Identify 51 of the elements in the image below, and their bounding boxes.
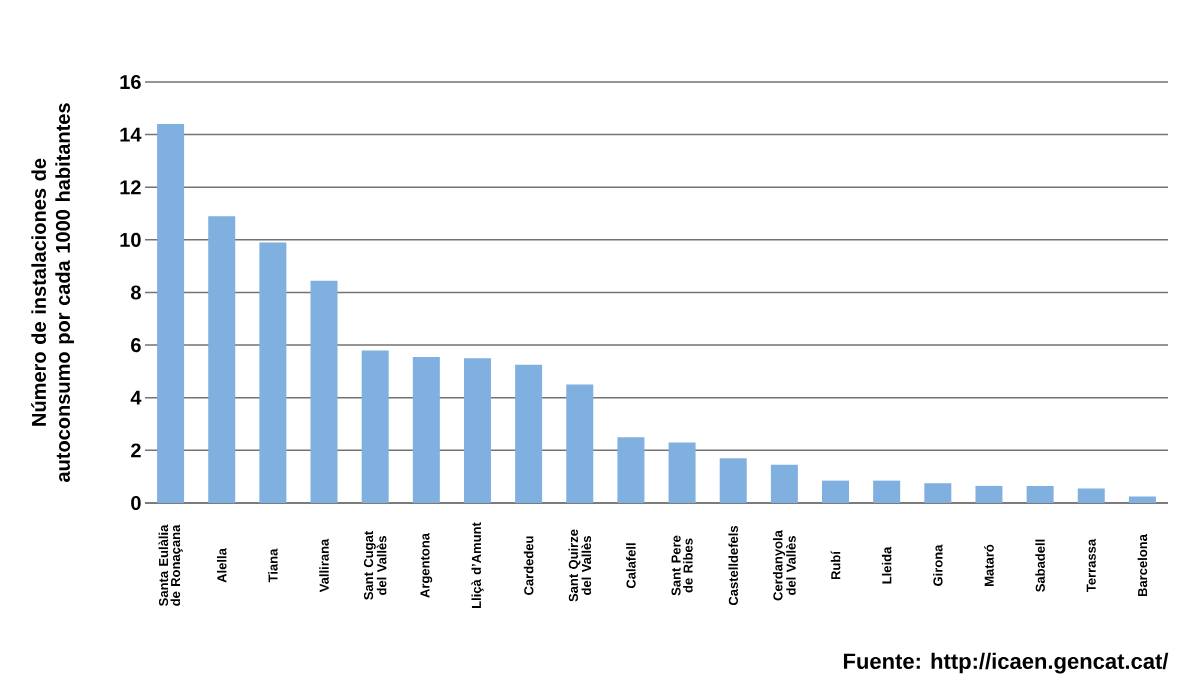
- x-tick-label: Vallirana: [319, 538, 329, 593]
- bar: [924, 483, 952, 503]
- bar: [412, 356, 440, 503]
- x-tick-label: Lleida: [881, 546, 892, 584]
- y-tick-label: 0: [131, 495, 141, 511]
- bar: [1026, 485, 1054, 503]
- bar: [975, 485, 1003, 503]
- y-tick-label: 2: [131, 443, 141, 458]
- bar: [566, 384, 594, 503]
- y-tick-label: 4: [130, 390, 142, 405]
- x-tick-label: Sant Cugat del Vallès: [363, 531, 387, 600]
- bar: [157, 124, 185, 503]
- x-tick-label: Calafell: [626, 543, 636, 589]
- x-tick-label: Sabadell: [1035, 539, 1045, 592]
- y-tick-label: 12: [120, 180, 141, 195]
- x-tick-label: Sant Quirze del Vallès: [568, 529, 592, 602]
- bar: [361, 350, 389, 503]
- bar: [310, 280, 338, 503]
- bar: [259, 242, 287, 503]
- x-tick-label: Sant Pere de Ribes: [671, 535, 693, 596]
- x-tick-label: Argentona: [420, 532, 433, 598]
- x-tick-label: Tiana: [268, 548, 278, 583]
- x-tick-label: Cardedeu: [523, 536, 534, 595]
- x-tick-label: Cerdanyola del Vallès: [772, 530, 796, 601]
- y-tick-label: 14: [120, 127, 142, 142]
- y-tick-label: 8: [130, 285, 141, 300]
- x-tick-label: Alella: [216, 548, 227, 583]
- bar: [822, 480, 850, 503]
- x-tick-label: Mataró: [984, 544, 994, 586]
- bar: [208, 216, 236, 503]
- x-tick-label: Castelldefels: [728, 525, 738, 606]
- bar: [515, 364, 543, 503]
- x-tick-label: Barcelona: [1137, 534, 1148, 597]
- x-tick-label: Girona: [933, 544, 943, 586]
- bar: [873, 480, 901, 503]
- bar: [463, 358, 491, 503]
- bar: [719, 458, 747, 503]
- source-note: Fuente: http://icaen.gencat.cat/: [843, 652, 1169, 674]
- bar: [1077, 488, 1105, 503]
- x-tick-label: Santa Eulàlia de Ronaçana: [158, 524, 183, 606]
- bar: [668, 442, 696, 503]
- bar: [1128, 496, 1156, 503]
- y-axis-title: Número de instalaciones de autoconsumo por cada 1000 habitantes: [31, 103, 74, 482]
- bar: [617, 437, 645, 503]
- x-tick-label: Lliçà d’Amunt: [471, 522, 484, 608]
- x-tick-label: Rubí: [830, 550, 841, 580]
- y-tick-label: 16: [120, 74, 141, 90]
- bar: [770, 464, 798, 503]
- x-tick-label: Terrassa: [1086, 538, 1096, 592]
- y-tick-label: 10: [120, 232, 141, 247]
- y-tick-label: 6: [131, 338, 141, 353]
